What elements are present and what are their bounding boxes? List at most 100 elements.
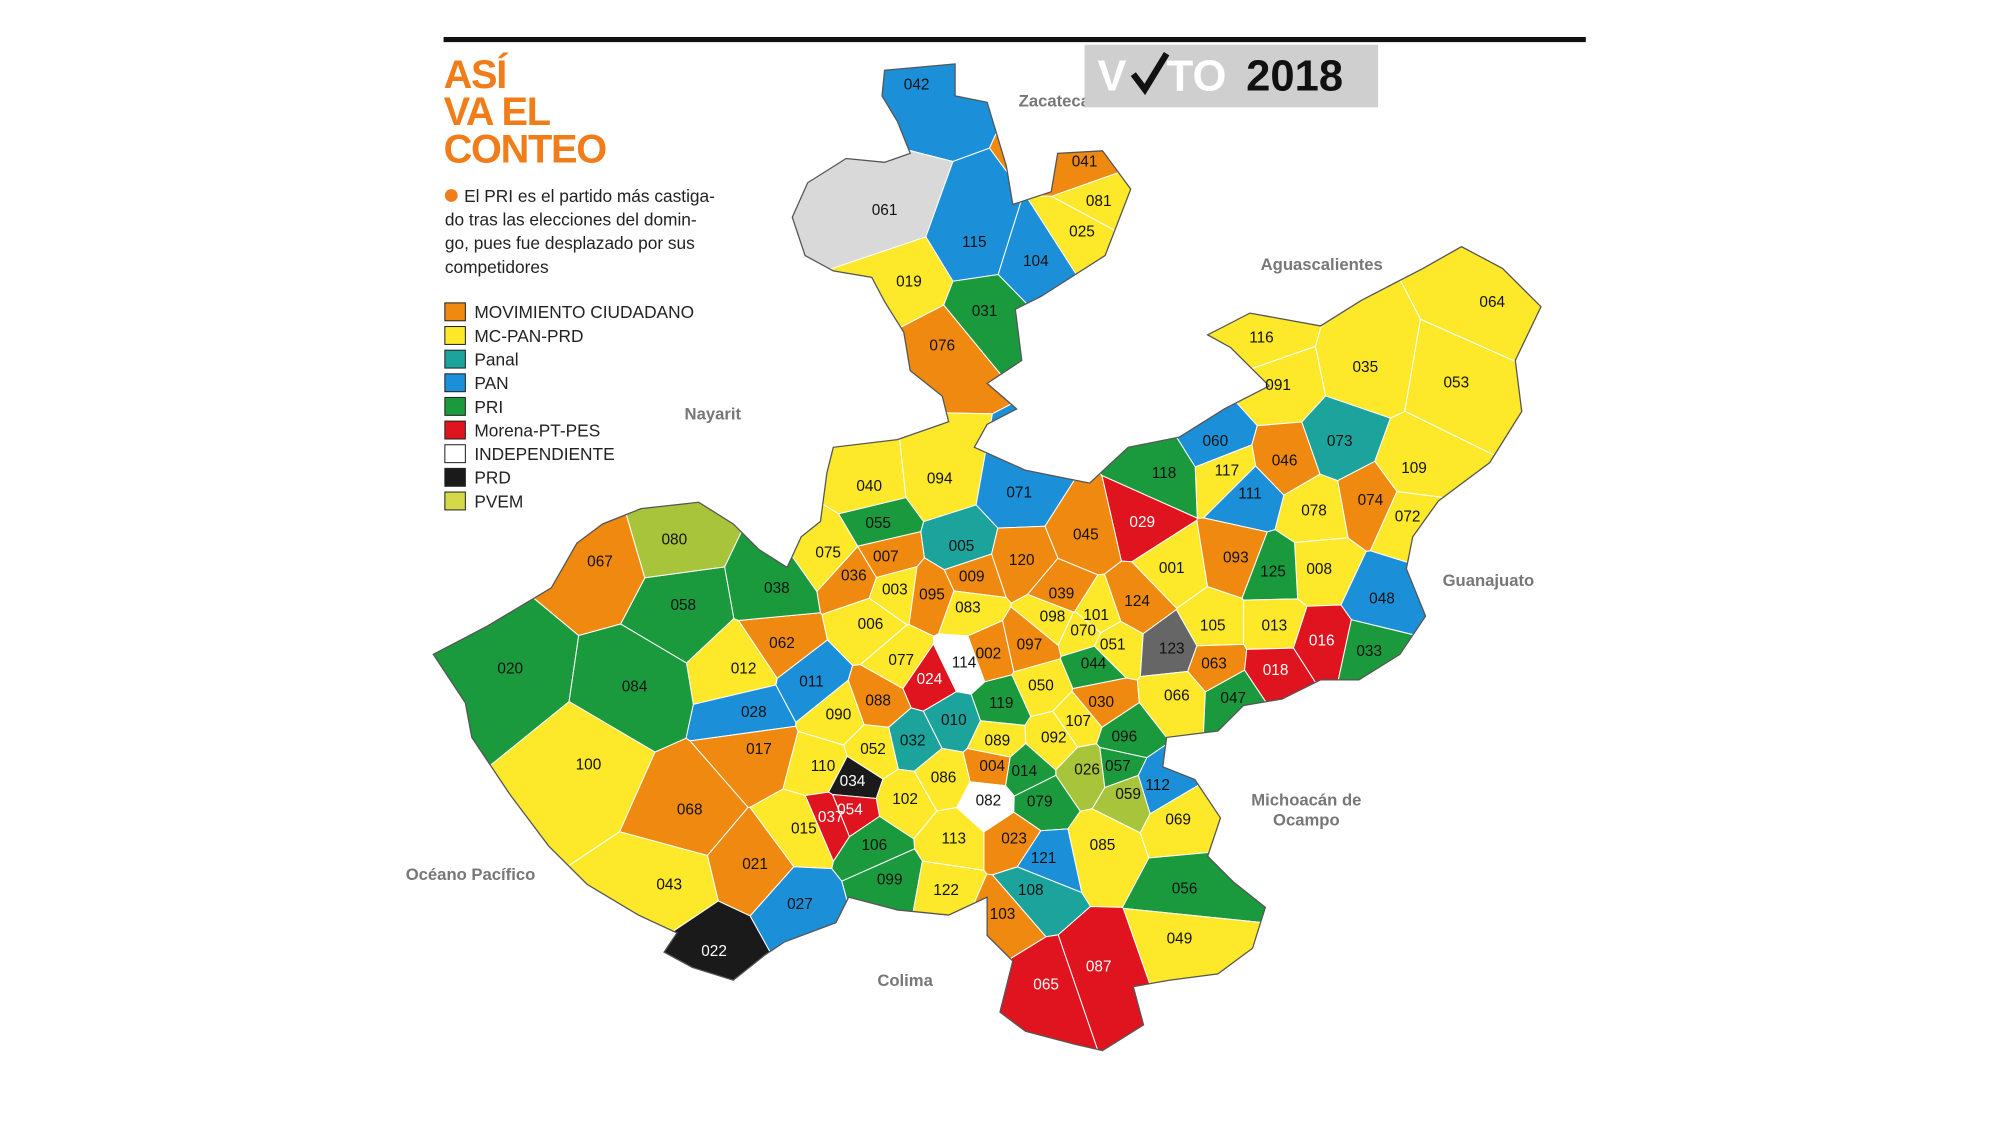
state-outline — [432, 63, 1542, 1052]
municipality-label: 004 — [979, 758, 1005, 775]
municipality-label: 052 — [860, 741, 886, 758]
municipality-label: 031 — [972, 303, 998, 320]
municipality-label: 059 — [1115, 786, 1141, 803]
municipality-label: 061 — [872, 202, 898, 219]
region-label: Aguascalientes — [1261, 255, 1383, 274]
municipality-label: 055 — [865, 515, 891, 532]
municipality-label: 041 — [1072, 153, 1098, 170]
logo-year: 2018 — [1246, 53, 1343, 101]
legend-label: PRD — [474, 468, 511, 488]
municipality-label: 028 — [741, 704, 767, 721]
municipality-label: 019 — [896, 274, 922, 291]
municipality-label: 076 — [929, 337, 955, 354]
legend-swatch — [444, 326, 466, 345]
municipality-label: 017 — [746, 741, 772, 758]
municipality-label: 006 — [858, 616, 884, 633]
municipality-label: 032 — [900, 732, 926, 749]
municipality-label: 007 — [873, 548, 899, 565]
municipality-label: 051 — [1100, 636, 1126, 653]
municipality-label: 057 — [1105, 758, 1131, 775]
municipality-label: 038 — [764, 580, 790, 597]
title-line: VA EL — [444, 90, 551, 134]
municipality-label: 077 — [888, 652, 914, 669]
municipality-label: 083 — [955, 599, 981, 616]
legend: MOVIMIENTO CIUDADANO MC-PAN-PRD Panal PAN PR… — [444, 302, 694, 511]
municipality — [1292, 604, 1352, 710]
municipality-label: 070 — [1070, 622, 1096, 639]
municipality-label: 114 — [952, 654, 977, 671]
region-label: Zacatecas — [1019, 92, 1100, 111]
municipality-label: 009 — [959, 569, 985, 586]
bullet — [444, 189, 458, 202]
municipality-label: 125 — [1260, 564, 1286, 581]
municipality-label: 042 — [904, 77, 930, 94]
municipality-label: 124 — [1124, 593, 1150, 610]
region-line: Ocampo — [1273, 811, 1340, 830]
municipality-label: 026 — [1074, 762, 1100, 779]
municipality-label: 001 — [1159, 560, 1185, 577]
municipality-label: 102 — [892, 791, 918, 808]
region-label: Michoacán de Ocampo — [1251, 791, 1361, 830]
municipality-label: 121 — [1031, 850, 1057, 867]
municipality-label: 054 — [837, 801, 863, 818]
municipality-label: 064 — [1479, 294, 1505, 311]
municipality-label: 062 — [769, 635, 795, 652]
municipality-label: 040 — [856, 478, 882, 495]
municipality-label: 048 — [1369, 590, 1395, 607]
municipality-label: 088 — [865, 693, 891, 710]
municipality-label: 011 — [799, 674, 824, 691]
municipality-label: 075 — [815, 544, 841, 561]
municipality-label: 073 — [1327, 433, 1353, 450]
municipality-label: 103 — [990, 906, 1016, 923]
municipality-label: 079 — [1027, 794, 1053, 811]
title-line: CONTEO — [444, 127, 607, 171]
municipality-label: 090 — [826, 707, 852, 724]
legend-swatch — [444, 373, 466, 393]
municipality-label: 097 — [1017, 636, 1043, 653]
municipality-label: 098 — [1040, 608, 1066, 625]
municipality-label: 035 — [1352, 359, 1378, 376]
municipality-label: 067 — [587, 553, 613, 570]
municipality — [1331, 619, 1541, 995]
legend-swatch — [444, 396, 466, 416]
municipality-label: 071 — [1006, 484, 1032, 501]
municipality-label: 120 — [1009, 552, 1035, 569]
municipality-label: 050 — [1028, 677, 1054, 694]
municipality-label: 046 — [1272, 452, 1298, 469]
municipality-label: 074 — [1358, 492, 1384, 509]
municipality-label: 089 — [985, 732, 1011, 749]
municipality-label: 068 — [677, 801, 703, 818]
municipality-label: 022 — [701, 943, 727, 960]
intro-line: El PRI es el partido más castiga- — [464, 186, 715, 206]
legend-swatch — [444, 444, 466, 464]
municipality-label: 036 — [841, 567, 867, 584]
municipality-label: 113 — [942, 831, 967, 848]
municipality-label: 111 — [1238, 486, 1261, 503]
municipality-label: 101 — [1083, 607, 1109, 624]
municipality-label: 045 — [1073, 527, 1099, 544]
region-labels: Zacatecas Aguascalientes Nayarit Guanajuato… — [406, 92, 1534, 990]
municipality-label: 086 — [931, 769, 957, 786]
municipality-label: 104 — [1023, 253, 1049, 270]
municipality-label: 096 — [1111, 728, 1137, 745]
municipality-label: 023 — [1001, 831, 1027, 848]
municipality-label: 058 — [670, 597, 696, 614]
legend-label: PAN — [474, 373, 508, 393]
municipality-label: 025 — [1069, 224, 1095, 241]
municipality-label: 024 — [917, 671, 943, 688]
logo-v: V — [1097, 53, 1126, 101]
legend-label: INDEPENDIENTE — [474, 444, 614, 464]
municipality-label: 122 — [933, 882, 959, 899]
municipality-labels: 042 061 041 081 025 115 104 019 031 076 116 064 035 0… — [497, 77, 1505, 994]
municipality-label: 107 — [1065, 713, 1091, 730]
municipality-label: 108 — [1018, 882, 1044, 899]
region-line: Michoacán de — [1251, 791, 1361, 810]
municipality-label: 034 — [840, 773, 866, 790]
municipality-label: 072 — [1395, 509, 1421, 526]
municipality-label: 003 — [882, 582, 908, 599]
legend-label: PVEM — [474, 491, 523, 511]
legend-swatch — [444, 349, 466, 369]
logo: V TO 2018 — [1084, 44, 1379, 108]
